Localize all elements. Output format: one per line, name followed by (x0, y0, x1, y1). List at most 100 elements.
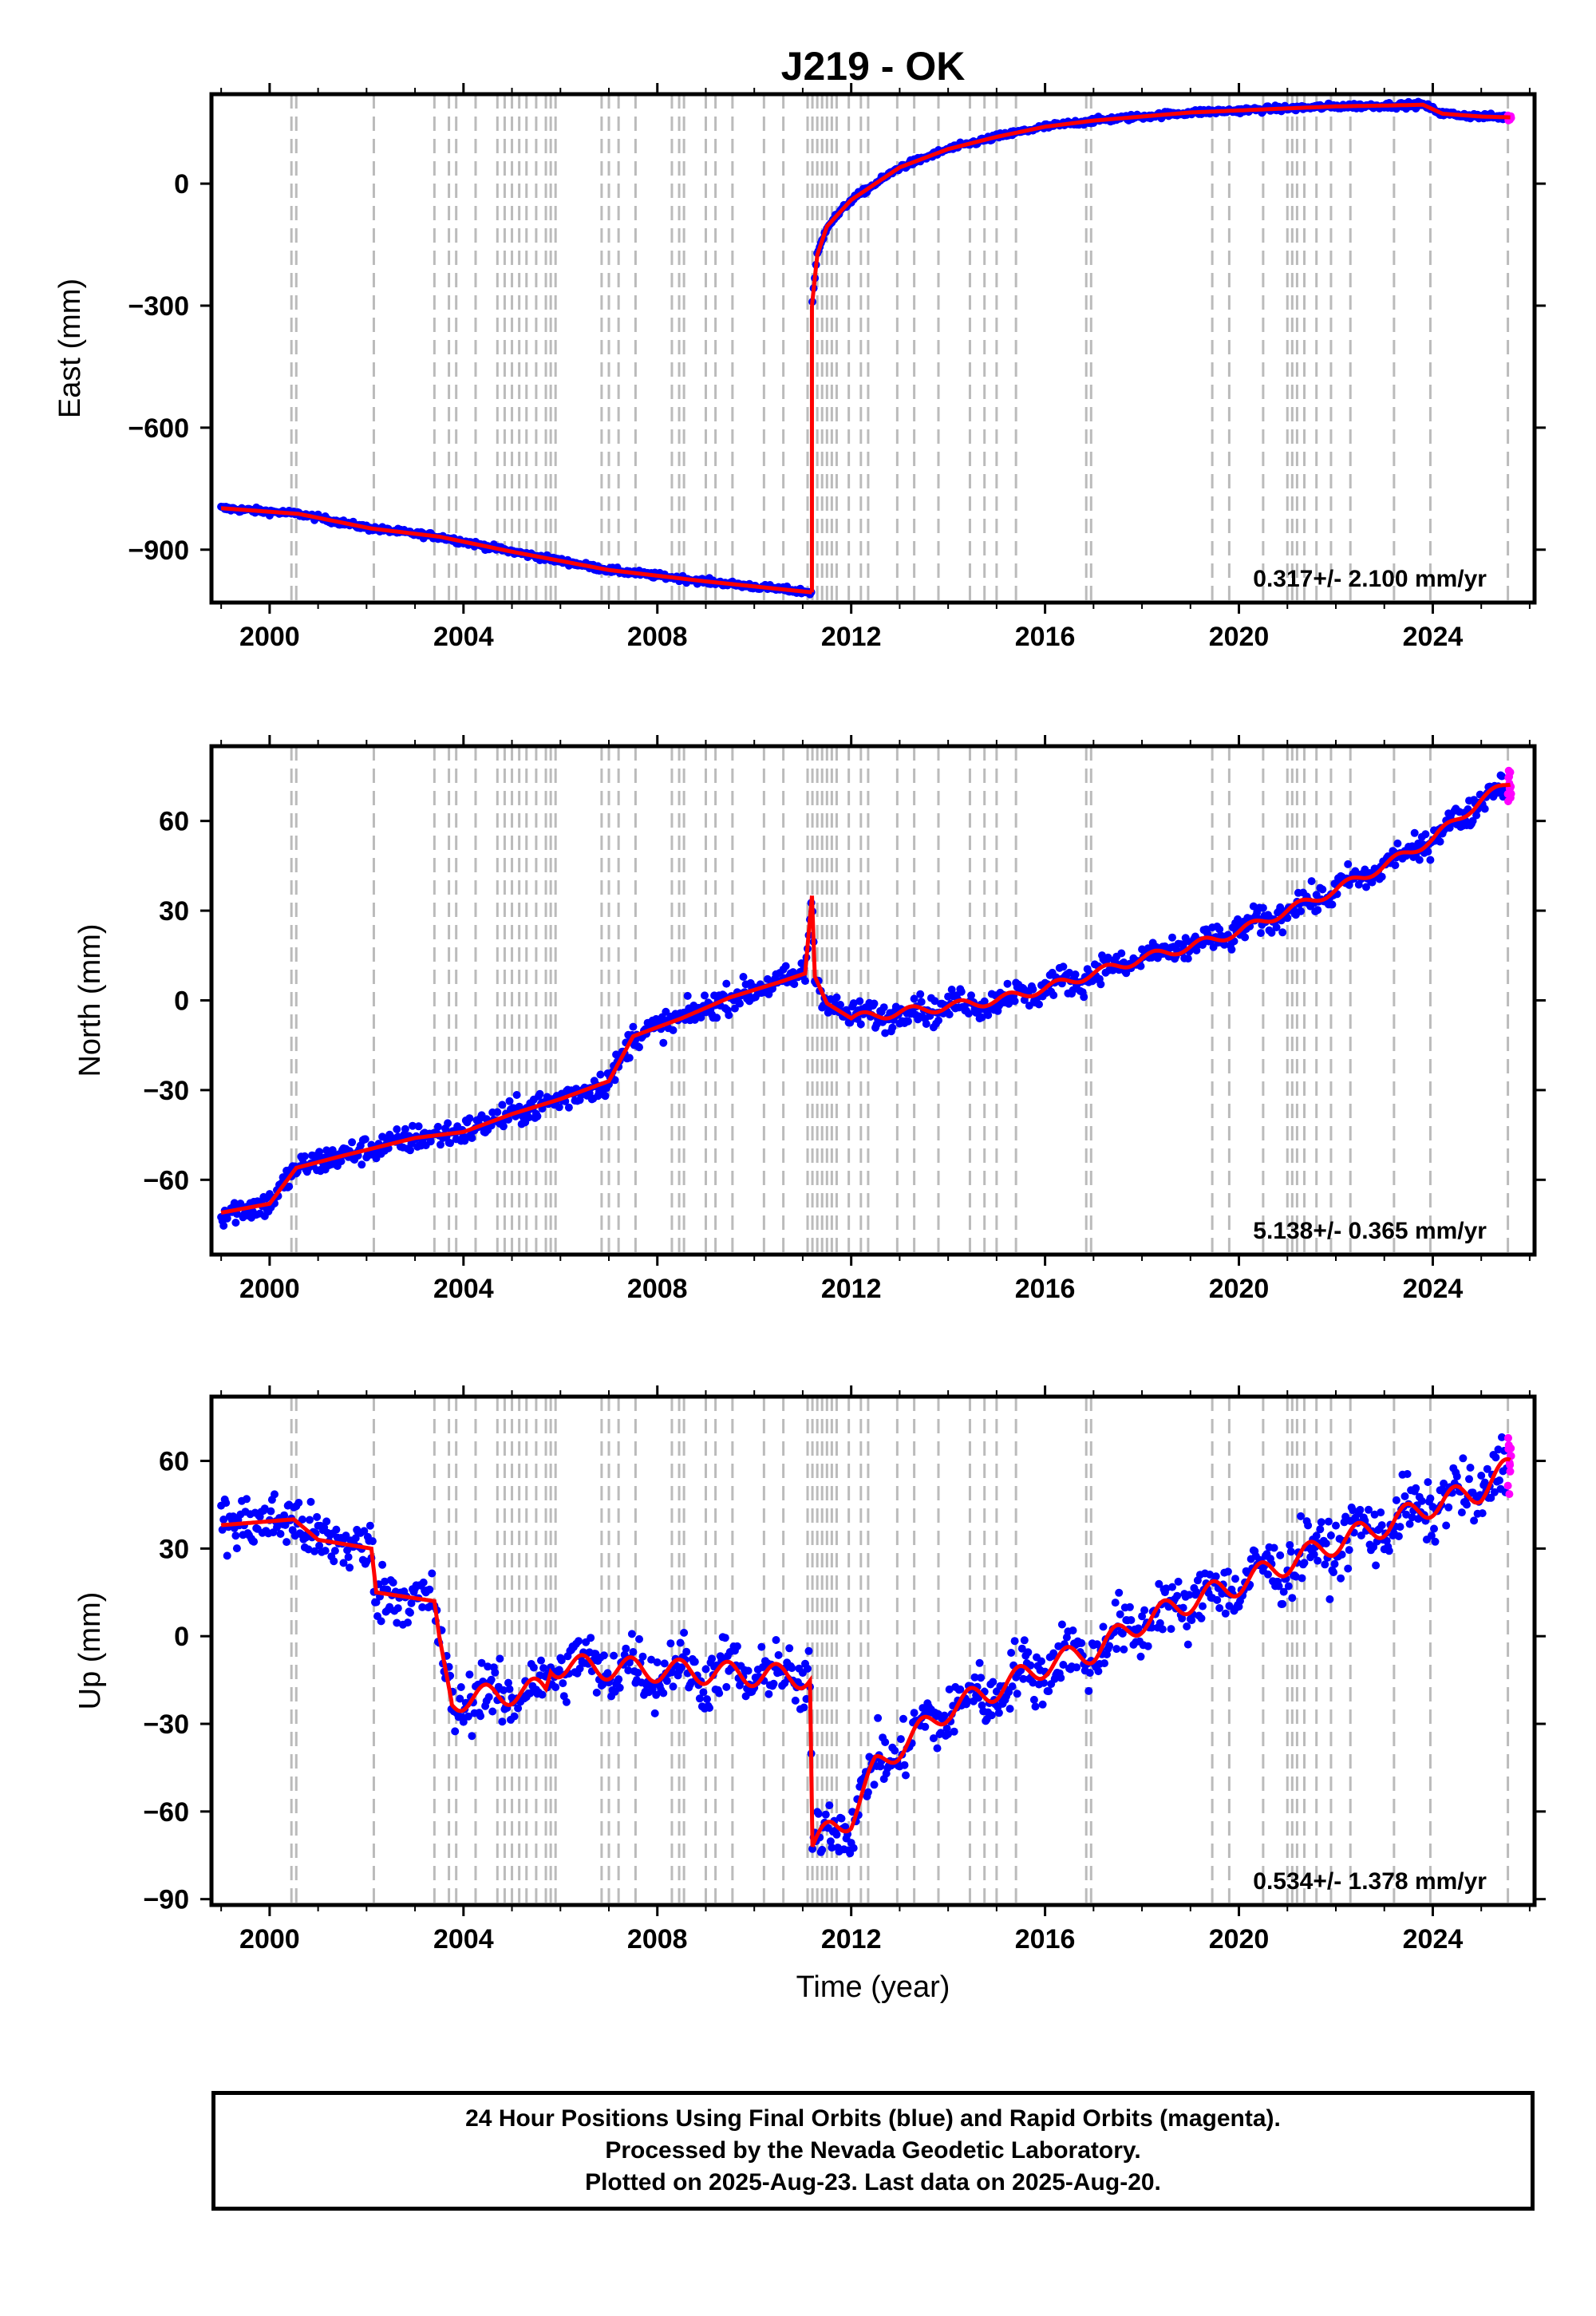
data-point (826, 995, 835, 1003)
y-tick-label: 60 (159, 807, 189, 837)
data-point (1183, 1640, 1192, 1649)
data-point (342, 1531, 350, 1540)
data-point (896, 1735, 905, 1744)
data-point (635, 1043, 643, 1052)
data-point (1297, 907, 1305, 915)
data-point (1162, 1584, 1171, 1593)
data-point (406, 1608, 414, 1617)
data-point (504, 1678, 512, 1687)
data-point (456, 1683, 465, 1691)
data-point (660, 1659, 669, 1668)
data-point (832, 993, 841, 1002)
data-point (1421, 830, 1430, 839)
rapid-point (1506, 768, 1515, 777)
data-point (1284, 1582, 1293, 1591)
data-point (1491, 1453, 1500, 1462)
data-point (1174, 1577, 1183, 1586)
data-point (629, 1022, 638, 1031)
data-point (465, 1114, 474, 1123)
data-point (487, 1675, 496, 1684)
data-point (989, 1678, 998, 1686)
data-point (622, 1644, 630, 1653)
data-point (1410, 828, 1419, 837)
data-point (1037, 1657, 1045, 1666)
x-tick-label: 2012 (821, 1274, 882, 1304)
data-point (957, 987, 966, 996)
data-point (744, 1666, 753, 1675)
data-point (425, 1585, 434, 1594)
data-point (555, 1103, 563, 1112)
data-point (592, 1688, 601, 1697)
data-point (537, 1656, 545, 1665)
data-point (881, 1738, 890, 1746)
rapid-point (1503, 1481, 1512, 1490)
data-point (978, 1013, 986, 1022)
data-point (1459, 1454, 1468, 1463)
data-point (676, 1638, 685, 1647)
data-point (1328, 900, 1337, 909)
data-point (1393, 839, 1402, 848)
data-point (1426, 856, 1435, 864)
data-point (1312, 1531, 1321, 1540)
data-point (1045, 1687, 1053, 1696)
data-point (332, 1525, 341, 1534)
y-tick-label: 30 (159, 896, 189, 927)
x-tick-label: 2020 (1209, 1274, 1270, 1304)
data-point (1227, 945, 1236, 954)
y-axis-label: Up (mm) (73, 1592, 107, 1710)
x-tick-label: 2024 (1403, 1924, 1464, 1954)
data-point (1300, 1559, 1309, 1567)
data-point (260, 1504, 269, 1513)
data-point (514, 1704, 523, 1713)
data-point (713, 1014, 721, 1022)
data-point (627, 1630, 636, 1638)
data-point (970, 1673, 979, 1682)
data-point (243, 1495, 251, 1504)
data-point (1466, 1464, 1475, 1472)
data-point (1077, 1638, 1086, 1647)
data-point (510, 1712, 519, 1721)
data-point (956, 1685, 965, 1694)
model-fit-line (220, 782, 1511, 1215)
data-point (1377, 1521, 1386, 1530)
data-point (1498, 772, 1506, 781)
data-point (615, 1683, 624, 1692)
data-point (575, 1664, 584, 1673)
data-point (1286, 1541, 1294, 1549)
data-point (832, 1830, 841, 1839)
data-point (1426, 1494, 1435, 1503)
velocity-label: 0.534+/- 1.378 mm/yr (1253, 1868, 1487, 1895)
data-point (1013, 1690, 1021, 1698)
data-point (1120, 1645, 1128, 1654)
data-point (849, 999, 858, 1008)
x-tick-label: 2008 (627, 1274, 688, 1304)
data-point (419, 1578, 428, 1587)
data-point (1223, 1567, 1232, 1576)
x-tick-label: 2020 (1209, 1924, 1270, 1954)
data-point (446, 1139, 455, 1148)
x-tick-label: 2008 (627, 622, 688, 652)
data-point (1377, 872, 1386, 881)
data-point (464, 1712, 472, 1721)
data-point (1185, 1591, 1194, 1599)
data-point (1440, 1479, 1448, 1488)
data-point (652, 1690, 661, 1699)
data-point (512, 1091, 521, 1099)
velocity-label: 0.317+/- 2.100 mm/yr (1253, 566, 1487, 592)
data-point (900, 1761, 909, 1769)
data-point (695, 1694, 704, 1703)
data-point (1156, 1618, 1164, 1627)
data-point (1267, 928, 1276, 937)
data-point (433, 1122, 442, 1131)
data-point (1270, 1543, 1278, 1552)
data-point (804, 1664, 812, 1673)
data-point (680, 1628, 689, 1637)
data-point (1368, 878, 1377, 887)
data-point (910, 1709, 918, 1717)
data-point (1457, 1508, 1466, 1517)
data-point (551, 1683, 560, 1692)
data-point (1412, 1484, 1420, 1492)
data-point (1049, 991, 1058, 999)
data-point (1155, 1579, 1163, 1588)
data-point (377, 1617, 385, 1626)
